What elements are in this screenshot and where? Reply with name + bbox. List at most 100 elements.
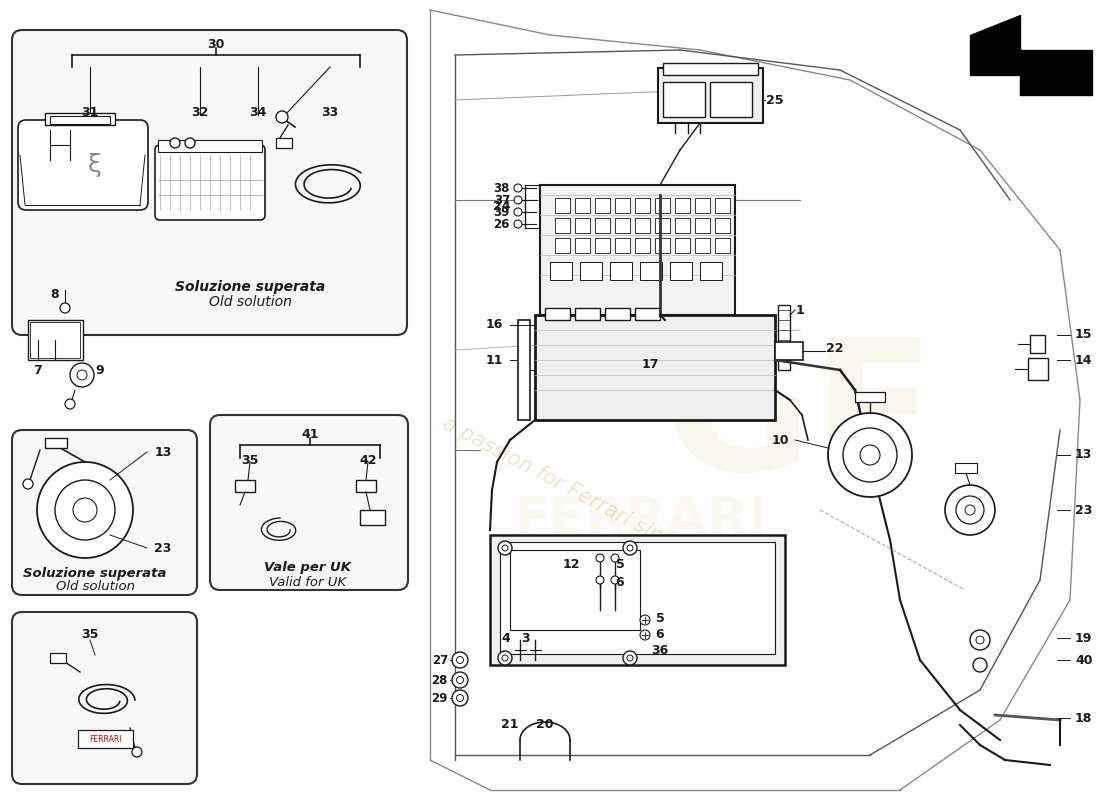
Text: 7: 7 — [34, 363, 43, 377]
Circle shape — [498, 651, 512, 665]
FancyBboxPatch shape — [210, 415, 408, 590]
Text: 39: 39 — [494, 206, 510, 218]
Bar — [654, 218, 670, 233]
Bar — [360, 510, 385, 525]
Text: 37: 37 — [494, 194, 510, 206]
Bar — [595, 198, 610, 213]
Text: 21: 21 — [502, 718, 519, 731]
Bar — [615, 218, 630, 233]
Bar — [695, 198, 710, 213]
Text: 36: 36 — [651, 643, 669, 657]
Text: 13: 13 — [1075, 449, 1092, 462]
FancyBboxPatch shape — [12, 612, 197, 784]
Text: 33: 33 — [321, 106, 339, 119]
Bar — [30, 322, 80, 358]
Circle shape — [37, 462, 133, 558]
Circle shape — [514, 220, 522, 228]
Circle shape — [452, 690, 468, 706]
Text: 1: 1 — [795, 303, 804, 317]
FancyBboxPatch shape — [12, 30, 407, 335]
Circle shape — [502, 655, 508, 661]
Bar — [1030, 335, 1045, 353]
Circle shape — [596, 576, 604, 584]
Circle shape — [976, 636, 984, 644]
Bar — [158, 140, 262, 152]
Bar — [595, 238, 610, 253]
Bar — [518, 320, 530, 420]
Bar — [595, 218, 610, 233]
Text: 34: 34 — [250, 106, 266, 119]
Circle shape — [596, 554, 604, 562]
Circle shape — [514, 184, 522, 192]
Text: 23: 23 — [154, 542, 172, 554]
Circle shape — [73, 498, 97, 522]
Bar — [654, 238, 670, 253]
Text: FERRARI: FERRARI — [89, 734, 121, 743]
Bar — [535, 315, 776, 420]
Circle shape — [185, 138, 195, 148]
Bar — [556, 238, 570, 253]
Text: 4: 4 — [502, 631, 510, 645]
Text: 32: 32 — [191, 106, 209, 119]
Circle shape — [970, 630, 990, 650]
Circle shape — [452, 652, 468, 668]
Text: 38: 38 — [494, 182, 510, 194]
Text: 15: 15 — [1075, 329, 1092, 342]
Bar — [510, 550, 640, 630]
Text: Soluzione superata: Soluzione superata — [23, 566, 167, 579]
Text: 28: 28 — [431, 674, 448, 686]
Circle shape — [974, 658, 987, 672]
Bar — [700, 262, 722, 280]
Bar — [235, 480, 255, 492]
Text: Old solution: Old solution — [55, 581, 134, 594]
Bar — [540, 185, 735, 315]
Bar — [695, 238, 710, 253]
Bar — [605, 308, 630, 320]
Circle shape — [55, 480, 116, 540]
Text: Valid for UK: Valid for UK — [270, 575, 346, 589]
Text: 42: 42 — [360, 454, 376, 466]
Circle shape — [77, 370, 87, 380]
Bar — [45, 113, 116, 125]
Text: 10: 10 — [771, 434, 789, 446]
Bar — [654, 198, 670, 213]
Text: GF: GF — [664, 332, 936, 508]
Text: 9: 9 — [96, 363, 104, 377]
Circle shape — [640, 630, 650, 640]
Text: 17: 17 — [641, 358, 659, 371]
Circle shape — [965, 505, 975, 515]
Text: a passion for Ferrari since 1996: a passion for Ferrari since 1996 — [439, 414, 740, 586]
Bar — [575, 198, 590, 213]
Bar — [855, 392, 886, 402]
Bar — [544, 308, 570, 320]
Bar — [635, 198, 650, 213]
Bar — [580, 262, 602, 280]
Text: 41: 41 — [301, 427, 319, 441]
Circle shape — [456, 694, 463, 702]
Bar — [710, 82, 752, 117]
Bar — [50, 116, 110, 124]
Text: 25: 25 — [767, 94, 783, 106]
Text: 18: 18 — [1075, 711, 1092, 725]
Bar — [955, 463, 977, 473]
Bar — [500, 542, 776, 654]
Text: 20: 20 — [537, 718, 553, 731]
Text: 6: 6 — [616, 575, 625, 589]
Circle shape — [610, 576, 619, 584]
Bar — [658, 68, 763, 123]
Circle shape — [498, 541, 512, 555]
Text: 22: 22 — [826, 342, 844, 354]
Bar — [356, 480, 376, 492]
Text: 19: 19 — [1075, 631, 1092, 645]
Text: 5: 5 — [656, 611, 664, 625]
Bar — [615, 198, 630, 213]
FancyBboxPatch shape — [12, 430, 197, 595]
Text: Old solution: Old solution — [209, 295, 292, 309]
Bar — [663, 63, 758, 75]
Circle shape — [170, 138, 180, 148]
Bar — [550, 262, 572, 280]
Circle shape — [610, 554, 619, 562]
Bar — [615, 238, 630, 253]
Circle shape — [456, 677, 463, 683]
Bar — [675, 198, 690, 213]
